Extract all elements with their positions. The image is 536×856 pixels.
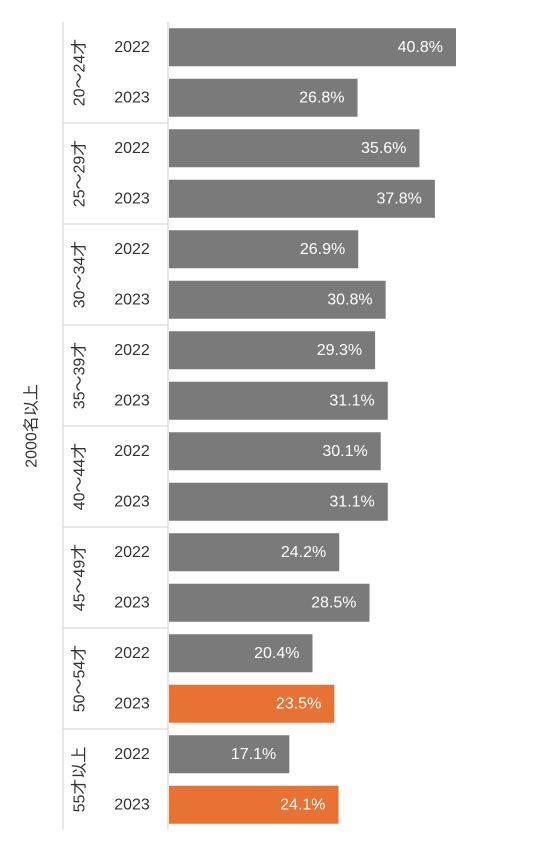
value-label: 31.1%: [329, 392, 374, 409]
year-label: 2022: [114, 39, 150, 56]
value-label: 29.3%: [317, 342, 362, 359]
year-label: 2022: [114, 140, 150, 157]
bar: [169, 78, 358, 117]
value-label: 35.6%: [361, 140, 406, 157]
bar-highlight: [169, 684, 335, 723]
group-label: 45～49才: [71, 544, 89, 612]
year-label: 2022: [114, 746, 150, 763]
year-label: 2023: [114, 291, 150, 308]
outer-group-label: 2000名以上: [23, 384, 41, 468]
year-label: 2022: [114, 443, 150, 460]
value-label: 26.8%: [299, 89, 344, 106]
group-label: 35～39才: [71, 342, 89, 410]
group-label: 30～34才: [71, 241, 89, 309]
bar: [169, 230, 359, 269]
value-label: 30.1%: [322, 443, 367, 460]
year-label: 2023: [114, 89, 150, 106]
value-label: 17.1%: [231, 746, 276, 763]
bar: [169, 432, 381, 471]
group-label: 40～44才: [71, 443, 89, 511]
year-label: 2022: [114, 544, 150, 561]
value-label: 31.1%: [329, 493, 374, 510]
value-label: 24.2%: [281, 544, 326, 561]
year-label: 2023: [114, 594, 150, 611]
bar: [169, 735, 290, 774]
year-label: 2023: [114, 190, 150, 207]
bar: [169, 381, 388, 420]
year-label: 2023: [114, 796, 150, 813]
bar: [169, 179, 435, 218]
value-label: 26.9%: [300, 241, 345, 258]
value-label: 30.8%: [327, 291, 372, 308]
bar: [169, 634, 313, 673]
groups-layer: 20～24才 2022 40.8% 2023 26.8% 25～29才 2022 35.6% 2…: [63, 28, 456, 824]
group-label: 50～54才: [71, 645, 89, 713]
bar-highlight: [169, 785, 339, 824]
bar: [169, 28, 456, 67]
value-label: 40.8%: [398, 39, 443, 56]
bar: [169, 129, 420, 168]
bar: [169, 280, 386, 319]
group-label: 20～24才: [71, 39, 89, 107]
value-label: 20.4%: [254, 645, 299, 662]
year-label: 2023: [114, 695, 150, 712]
value-label: 37.8%: [377, 190, 422, 207]
bar: [169, 533, 340, 572]
group-label: 55才以上: [71, 747, 89, 813]
year-label: 2023: [114, 392, 150, 409]
value-label: 24.1%: [280, 796, 325, 813]
value-label: 28.5%: [311, 594, 356, 611]
year-label: 2022: [114, 241, 150, 258]
bar: [169, 331, 376, 370]
bar: [169, 583, 370, 622]
year-label: 2022: [114, 645, 150, 662]
year-label: 2022: [114, 342, 150, 359]
year-label: 2023: [114, 493, 150, 510]
group-label: 25～29才: [71, 140, 89, 208]
bar: [169, 482, 388, 521]
value-label: 23.5%: [276, 695, 321, 712]
